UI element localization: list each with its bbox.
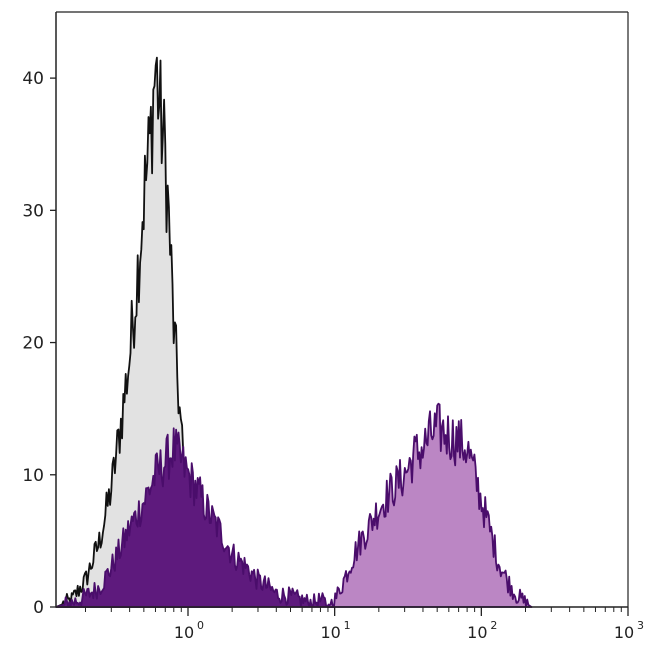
y-tick-label: 40 — [22, 69, 44, 89]
x-tick-label: 10 — [320, 623, 340, 642]
x-tick-exponent: 2 — [490, 619, 497, 632]
series-light-purple-filled — [327, 402, 533, 608]
x-tick-exponent: 0 — [197, 619, 204, 632]
x-tick-label: 10 — [614, 623, 634, 642]
x-tick-label: 10 — [174, 623, 194, 642]
series-layer — [55, 56, 533, 608]
x-tick-exponent: 1 — [344, 619, 351, 632]
x-tick-label: 10 — [467, 623, 487, 642]
y-tick-label: 0 — [33, 598, 44, 618]
y-tick-label: 10 — [22, 466, 44, 486]
y-tick-label: 20 — [22, 334, 44, 354]
series-dark-purple-filled — [55, 427, 336, 608]
y-tick-label: 30 — [22, 201, 44, 221]
x-tick-exponent: 3 — [637, 619, 644, 632]
